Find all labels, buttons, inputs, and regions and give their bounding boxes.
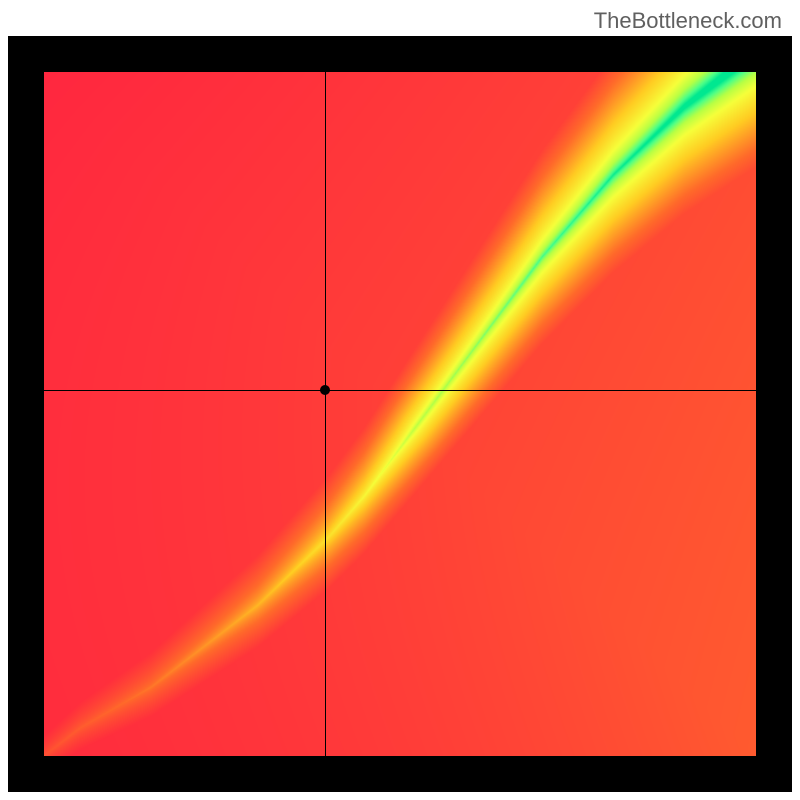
- watermark-text: TheBottleneck.com: [594, 8, 782, 34]
- container: TheBottleneck.com: [0, 0, 800, 800]
- plot-area: [44, 72, 756, 756]
- heatmap-canvas: [44, 72, 756, 756]
- crosshair-horizontal: [44, 390, 756, 391]
- crosshair-vertical: [325, 72, 326, 756]
